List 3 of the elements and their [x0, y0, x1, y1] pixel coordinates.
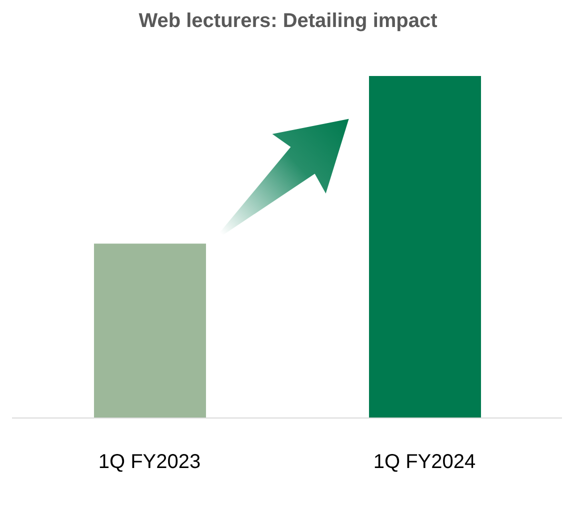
chart-title: Web lecturers: Detailing impact [138, 10, 438, 33]
x-tick-label: 1Q FY2023 [98, 451, 201, 474]
x-tick-label: 1Q FY2024 [373, 451, 476, 474]
